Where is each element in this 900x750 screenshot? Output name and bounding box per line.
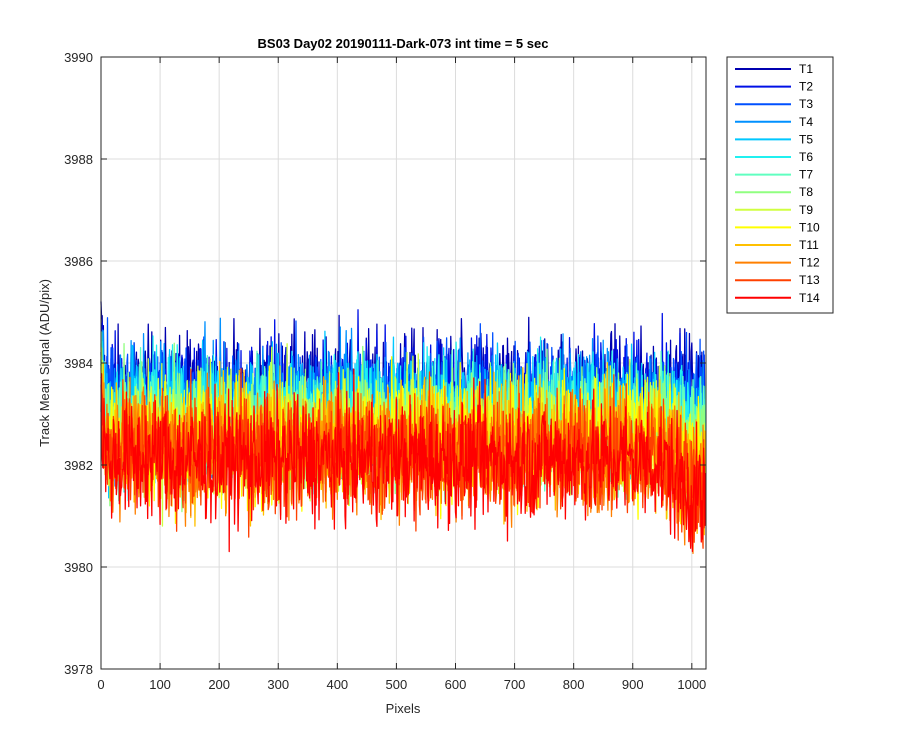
series-line-t14 bbox=[100, 368, 707, 553]
y-tick-label: 3982 bbox=[64, 458, 93, 473]
legend-label-t14: T14 bbox=[799, 291, 820, 305]
series-lines bbox=[100, 301, 707, 555]
legend-label-t1: T1 bbox=[799, 62, 813, 76]
legend-box bbox=[726, 56, 834, 314]
x-tick-label: 300 bbox=[267, 677, 289, 692]
x-tick-label: 0 bbox=[97, 677, 104, 692]
legend-label-t4: T4 bbox=[799, 115, 813, 129]
y-axis-ticks: 3978 3980 3982 3984 3986 3988 3990 bbox=[64, 50, 706, 677]
legend: T1 T2 T3 T4 T5 T6 T7 T8 T9 T10 T11 T12 T13 T14 bbox=[726, 56, 834, 314]
legend-label-t9: T9 bbox=[799, 203, 813, 217]
legend-label-t11: T11 bbox=[799, 238, 819, 252]
x-tick-label: 900 bbox=[622, 677, 644, 692]
y-tick-label: 3978 bbox=[64, 662, 93, 677]
x-tick-label: 200 bbox=[208, 677, 230, 692]
y-tick-label: 3986 bbox=[64, 254, 93, 269]
legend-label-t6: T6 bbox=[799, 150, 813, 164]
x-tick-label: 1000 bbox=[677, 677, 706, 692]
chart-title: BS03 Day02 20190111-Dark-073 int time = … bbox=[258, 36, 549, 51]
x-axis-label: Pixels bbox=[386, 701, 421, 716]
x-tick-label: 600 bbox=[445, 677, 467, 692]
legend-label-t7: T7 bbox=[799, 168, 813, 182]
legend-label-t3: T3 bbox=[799, 97, 813, 111]
y-tick-label: 3980 bbox=[64, 560, 93, 575]
x-tick-label: 100 bbox=[149, 677, 171, 692]
legend-label-t13: T13 bbox=[799, 273, 820, 287]
legend-label-t12: T12 bbox=[799, 256, 820, 270]
y-tick-label: 3990 bbox=[64, 50, 93, 65]
x-axis-ticks: 0 100 200 300 400 500 600 700 800 900 1000 bbox=[97, 57, 706, 692]
x-tick-label: 400 bbox=[326, 677, 348, 692]
y-tick-label: 3988 bbox=[64, 152, 93, 167]
x-tick-label: 700 bbox=[504, 677, 526, 692]
legend-label-t2: T2 bbox=[799, 80, 813, 94]
y-axis-label: Track Mean Signal (ADU/pix) bbox=[37, 279, 52, 447]
legend-label-t5: T5 bbox=[799, 132, 813, 146]
legend-label-t8: T8 bbox=[799, 185, 813, 199]
legend-label-t10: T10 bbox=[799, 220, 820, 234]
y-tick-label: 3984 bbox=[64, 356, 93, 371]
x-tick-label: 500 bbox=[386, 677, 408, 692]
x-tick-label: 800 bbox=[563, 677, 585, 692]
